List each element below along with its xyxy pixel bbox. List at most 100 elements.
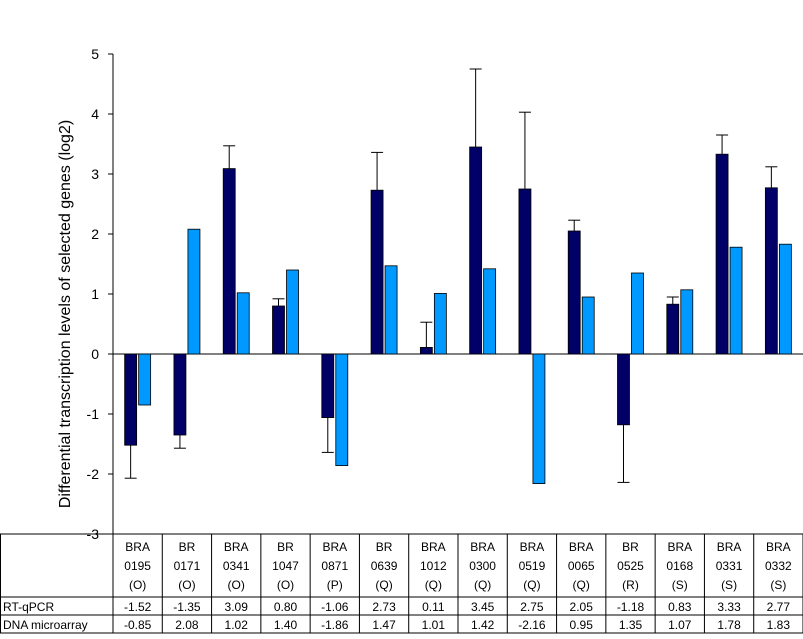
data-label: 1.47 — [372, 618, 396, 632]
bar-dna-microarray — [680, 289, 694, 355]
category-label: (Q) — [573, 578, 590, 592]
category-label: BR — [376, 540, 393, 554]
bar-dna-microarray — [335, 353, 349, 466]
bar-dna-microarray — [286, 269, 299, 355]
legend-label: DNA microarray — [3, 618, 88, 632]
category-label: (P) — [327, 578, 343, 592]
category-label: BRA — [125, 540, 150, 554]
data-label: 3.09 — [225, 600, 249, 614]
bar-rt-qpcr — [567, 230, 581, 355]
data-label: 2.05 — [570, 600, 594, 614]
bar-dna-microarray — [236, 292, 250, 355]
category-label: (Q) — [375, 578, 392, 592]
bar-dna-microarray — [384, 265, 398, 355]
bar-dna-microarray — [631, 272, 644, 355]
category-label: (O) — [178, 578, 195, 592]
category-label: (O) — [277, 578, 294, 592]
bar-dna-microarray — [483, 268, 497, 355]
y-tick-label: 3 — [91, 166, 99, 182]
category-label: BR — [622, 540, 639, 554]
category-label: 1012 — [420, 559, 447, 573]
data-label: 2.08 — [175, 618, 199, 632]
data-label: 1.78 — [717, 618, 741, 632]
bar-rt-qpcr — [173, 353, 187, 436]
bar-rt-qpcr — [222, 168, 236, 355]
category-label: (R) — [622, 578, 639, 592]
category-label: BRA — [766, 540, 791, 554]
bar-rt-qpcr — [617, 353, 630, 426]
data-label: -2.16 — [518, 618, 546, 632]
data-label: -1.06 — [321, 600, 349, 614]
data-label: 1.02 — [225, 618, 249, 632]
category-label: 0171 — [174, 559, 201, 573]
data-label: -1.35 — [173, 600, 201, 614]
category-label: BR — [179, 540, 196, 554]
y-tick-label: 2 — [91, 226, 99, 242]
y-tick-label: 1 — [91, 286, 99, 302]
data-label: 2.73 — [372, 600, 396, 614]
y-tick-label: -1 — [87, 406, 100, 422]
category-label: 0065 — [568, 559, 595, 573]
data-label: -1.18 — [617, 600, 645, 614]
bar-dna-microarray — [729, 246, 743, 355]
bar-rt-qpcr — [272, 305, 285, 355]
bar-rt-qpcr — [518, 188, 532, 355]
data-label: 2.75 — [520, 600, 544, 614]
category-label: BRA — [667, 540, 692, 554]
category-label: BRA — [322, 540, 347, 554]
y-tick-label: 4 — [91, 106, 99, 122]
bar-rt-qpcr — [764, 187, 778, 355]
data-label: 1.01 — [422, 618, 446, 632]
data-label: 3.33 — [717, 600, 741, 614]
y-tick-label: 0 — [91, 346, 99, 362]
category-label: (S) — [770, 578, 786, 592]
data-label: 0.80 — [274, 600, 298, 614]
bar-rt-qpcr — [321, 353, 335, 418]
bar-dna-microarray — [532, 353, 546, 485]
y-tick-label: 5 — [91, 46, 99, 62]
category-label: 0168 — [666, 559, 693, 573]
category-label: BR — [277, 540, 294, 554]
category-label: (O) — [129, 578, 146, 592]
category-label: 0639 — [371, 559, 398, 573]
category-label: 1047 — [272, 559, 299, 573]
bar-rt-qpcr — [124, 353, 138, 446]
data-label: 1.35 — [619, 618, 643, 632]
data-label: -1.86 — [321, 618, 349, 632]
data-label: 1.83 — [767, 618, 791, 632]
category-label: 0332 — [765, 559, 792, 573]
category-label: BRA — [224, 540, 249, 554]
legend-label: RT-qPCR — [3, 600, 54, 614]
bar-rt-qpcr — [666, 303, 680, 355]
category-label: 0525 — [617, 559, 644, 573]
category-label: (Q) — [425, 578, 442, 592]
category-label: BRA — [717, 540, 742, 554]
data-label: 3.45 — [471, 600, 495, 614]
category-label: 0195 — [124, 559, 151, 573]
y-tick-label: -2 — [87, 466, 100, 482]
bar-dna-microarray — [581, 296, 595, 355]
category-label: (S) — [721, 578, 737, 592]
category-label: (O) — [228, 578, 245, 592]
data-label: 2.77 — [767, 600, 791, 614]
y-axis-label: Differential transcription levels of sel… — [57, 120, 74, 508]
data-label: -0.85 — [124, 618, 152, 632]
bar-dna-microarray — [138, 353, 152, 406]
category-label: 0300 — [469, 559, 496, 573]
category-label: 0519 — [519, 559, 546, 573]
category-label: BRA — [470, 540, 495, 554]
bar-rt-qpcr — [419, 346, 433, 355]
category-label: (Q) — [474, 578, 491, 592]
bar-rt-qpcr — [469, 146, 483, 355]
data-label: -1.52 — [124, 600, 152, 614]
category-label: BRA — [520, 540, 545, 554]
data-label: 0.11 — [422, 600, 445, 614]
category-label: (Q) — [523, 578, 540, 592]
category-label: BRA — [421, 540, 446, 554]
data-label: 1.42 — [471, 618, 495, 632]
bar-dna-microarray — [433, 292, 447, 355]
data-label: 1.07 — [668, 618, 692, 632]
category-label: 0871 — [321, 559, 348, 573]
data-label: 1.40 — [274, 618, 298, 632]
